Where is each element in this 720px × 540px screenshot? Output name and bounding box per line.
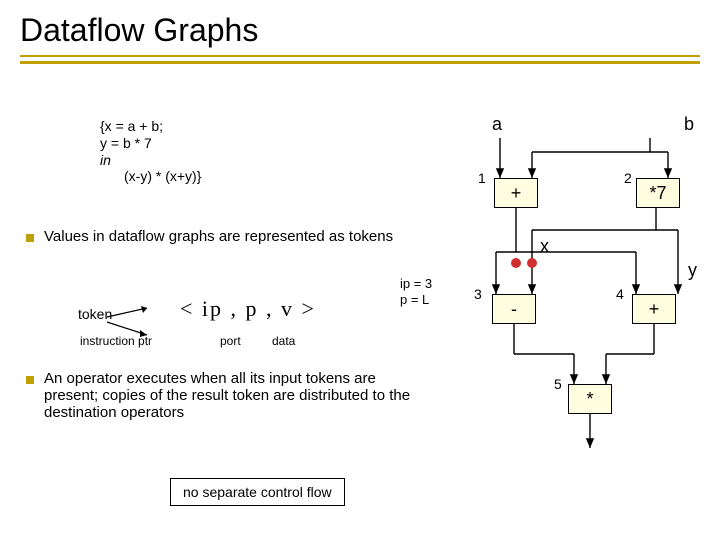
port-label: port <box>220 334 241 348</box>
op-plus2: + <box>632 294 676 324</box>
bullet-2-text: An operator executes when all its input … <box>44 370 416 421</box>
bullet-1: Values in dataflow graphs are represente… <box>26 228 416 245</box>
code-line-1: {x = a + b; <box>100 118 201 135</box>
port-4: 4 <box>616 286 624 302</box>
label-a: a <box>492 114 502 135</box>
no-separate-box: no separate control flow <box>170 478 345 506</box>
op-minus: - <box>492 294 536 324</box>
port-1: 1 <box>478 170 486 186</box>
bullet-2: An operator executes when all its input … <box>26 370 416 421</box>
op-times: * <box>568 384 612 414</box>
ip-note-l1: ip = 3 <box>400 276 432 292</box>
port-2: 2 <box>624 170 632 186</box>
bullet-icon <box>26 234 34 242</box>
label-x: x <box>540 236 549 257</box>
title-rule-2 <box>20 61 700 64</box>
code-line-2: y = b * 7 <box>100 135 201 152</box>
instruction-ptr-label: instruction ptr <box>80 334 152 348</box>
label-b: b <box>684 114 694 135</box>
page-title: Dataflow Graphs <box>0 0 720 55</box>
code-line-3: in <box>100 152 201 169</box>
code-block: {x = a + b; y = b * 7 in (x-y) * (x+y)} <box>100 118 201 185</box>
port-3: 3 <box>474 286 482 302</box>
dataflow-diagram: a b 1 2 + *7 x y 3 4 - + 5 * ip = 3 p = … <box>440 108 710 508</box>
token-dot-x <box>511 258 521 268</box>
ip-note-l2: p = L <box>400 292 432 308</box>
data-label: data <box>272 334 295 348</box>
title-rule-1 <box>20 55 700 57</box>
token-dot-y <box>527 258 537 268</box>
token-expression: < ip , p , v > <box>180 296 316 322</box>
label-y: y <box>688 260 697 281</box>
op-times7: *7 <box>636 178 680 208</box>
ip-note: ip = 3 p = L <box>400 276 432 307</box>
code-line-4: (x-y) * (x+y)} <box>100 168 201 185</box>
op-plus: + <box>494 178 538 208</box>
port-5: 5 <box>554 376 562 392</box>
bullet-icon <box>26 376 34 384</box>
bullet-1-text: Values in dataflow graphs are represente… <box>44 228 393 245</box>
